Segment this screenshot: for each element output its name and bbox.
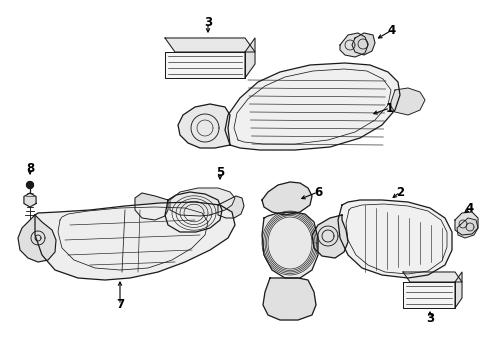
Polygon shape xyxy=(170,188,235,216)
Polygon shape xyxy=(454,212,477,235)
Polygon shape xyxy=(339,33,367,57)
Text: 3: 3 xyxy=(425,311,433,324)
Text: 2: 2 xyxy=(395,185,403,198)
Polygon shape xyxy=(389,88,424,115)
Polygon shape xyxy=(263,278,315,320)
Polygon shape xyxy=(24,193,36,207)
Text: 4: 4 xyxy=(465,202,473,215)
Text: 4: 4 xyxy=(387,23,395,36)
Polygon shape xyxy=(351,33,374,55)
Polygon shape xyxy=(402,282,454,308)
Polygon shape xyxy=(311,215,347,258)
Text: 3: 3 xyxy=(203,15,212,28)
Polygon shape xyxy=(18,215,56,262)
Text: 1: 1 xyxy=(385,102,393,114)
Polygon shape xyxy=(164,52,244,78)
Polygon shape xyxy=(26,181,34,189)
Polygon shape xyxy=(402,272,461,282)
Polygon shape xyxy=(164,38,254,52)
Text: 6: 6 xyxy=(313,185,322,198)
Polygon shape xyxy=(218,196,244,218)
Polygon shape xyxy=(262,182,311,215)
Polygon shape xyxy=(262,212,317,278)
Polygon shape xyxy=(244,38,254,78)
Polygon shape xyxy=(164,192,222,232)
Text: 8: 8 xyxy=(26,162,34,175)
Polygon shape xyxy=(337,200,451,278)
Polygon shape xyxy=(135,193,168,220)
Text: 7: 7 xyxy=(116,298,124,311)
Polygon shape xyxy=(35,202,235,280)
Polygon shape xyxy=(224,63,399,150)
Polygon shape xyxy=(454,272,461,308)
Polygon shape xyxy=(178,104,229,148)
Polygon shape xyxy=(456,218,477,238)
Text: 5: 5 xyxy=(215,166,224,179)
